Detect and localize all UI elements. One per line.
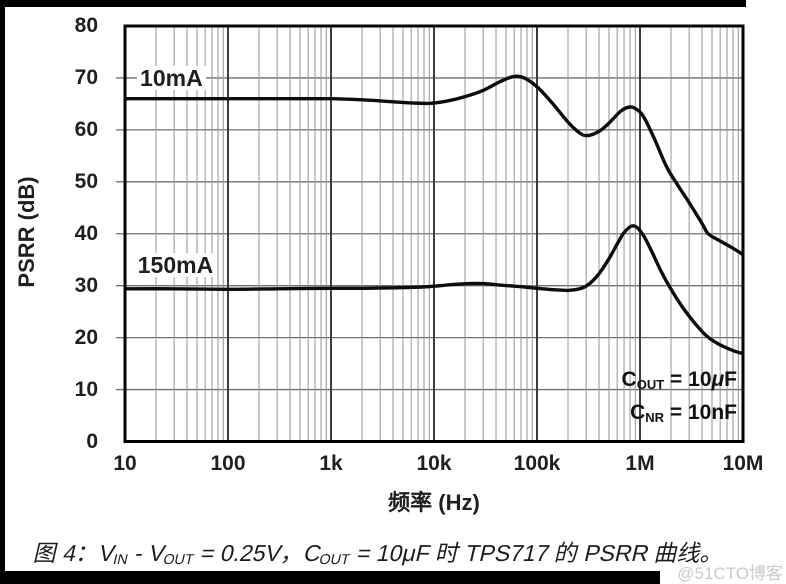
text-segment: = 10: [664, 368, 712, 391]
y-tick-label: 0: [86, 429, 98, 453]
curve-label-150mA: 150mA: [134, 252, 217, 277]
text-segment: = 10nF: [664, 401, 737, 424]
y-tick-label: 30: [74, 273, 98, 297]
curve-10mA: [125, 74, 743, 257]
text-segment: 图 4：V: [31, 540, 118, 566]
x-tick-label: 10: [113, 452, 137, 475]
text-segment: μ: [711, 368, 725, 391]
y-tick-label: 80: [74, 14, 98, 37]
y-tick-label: 70: [74, 65, 98, 89]
test-conditions-annotation: COUT = 10μF CNR = 10nF: [622, 363, 737, 429]
figure-caption: 图 4：VIN - VOUT = 0.25V，COUT = 10μF 时 TPS…: [31, 534, 729, 568]
text-segment: C: [630, 401, 646, 424]
x-tick-label: 10k: [416, 452, 452, 475]
cnr-condition: CNR = 10nF: [622, 396, 737, 429]
plot-frame: [123, 24, 745, 443]
y-tick-label: 20: [74, 325, 98, 349]
x-tick-label: 1M: [625, 452, 655, 475]
y-axis-title: PSRR (dB): [14, 176, 39, 288]
y-tick-label: 60: [74, 117, 98, 141]
cout-condition: COUT = 10μF: [622, 363, 737, 396]
watermark: @51CTO博客: [677, 564, 783, 583]
y-tick-label: 10: [74, 377, 98, 401]
text-segment: C: [621, 368, 637, 391]
grid-lines: [116, 26, 743, 442]
x-tick-label: 1k: [319, 452, 343, 475]
text-segment: F: [724, 368, 737, 391]
y-tick-label: 50: [74, 169, 98, 193]
x-tick-label: 100k: [513, 452, 561, 475]
text-segment: = 10μF 时 TPS717 的 PSRR 曲线。: [348, 540, 728, 566]
x-tick-label: 100: [210, 452, 246, 475]
data-curves: [125, 74, 743, 356]
border-bar-top: [0, 0, 746, 7]
border-bar-left: [0, 0, 5, 584]
curve-label-10mA: 10mA: [137, 65, 206, 90]
text-segment: = 0.25V，C: [192, 540, 325, 566]
subscript-text: OUT: [161, 552, 196, 569]
curve-150mA: [125, 224, 743, 356]
subscript-text: OUT: [317, 552, 352, 569]
y-tick-label: 40: [74, 221, 98, 245]
border-bar-bottom: [0, 571, 660, 584]
x-axis-title: 频率 (Hz): [388, 490, 480, 515]
subscript-text: NR: [645, 409, 665, 425]
subscript-text: OUT: [636, 376, 665, 392]
x-tick-label: 10M: [722, 452, 764, 475]
